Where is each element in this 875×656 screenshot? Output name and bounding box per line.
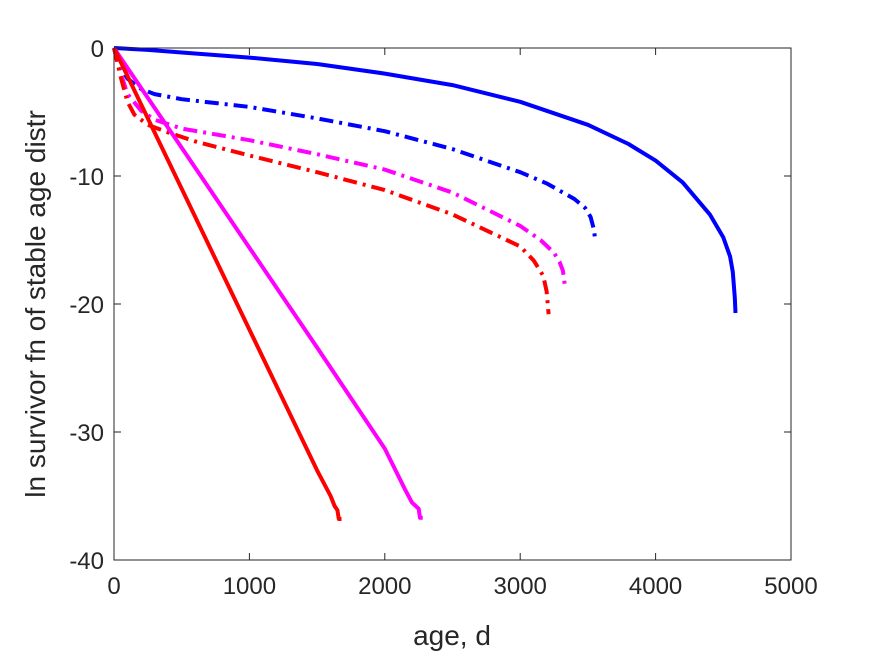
x-tick-label: 0	[107, 573, 120, 600]
x-axis-label: age, d	[413, 620, 491, 651]
x-tick-label: 5000	[764, 573, 817, 600]
x-tick-label: 3000	[494, 573, 547, 600]
series-line-3	[112, 47, 567, 287]
y-tick-label: -20	[69, 292, 104, 319]
y-tick-label: -10	[69, 164, 104, 191]
y-tick-label: -40	[69, 548, 104, 575]
series-line-1	[113, 46, 738, 314]
series-line-2	[112, 47, 598, 242]
x-tick-label: 4000	[629, 573, 682, 600]
x-tick-label: 2000	[358, 573, 411, 600]
axes-layer: 0 1000 2000 3000 4000 5000 -40 -30 -20 -10 0	[69, 36, 817, 600]
series-line-4	[112, 47, 551, 315]
plot-area	[114, 48, 791, 560]
y-tick-label: -30	[69, 420, 104, 447]
series-layer	[112, 46, 738, 521]
y-tick-label: 0	[91, 36, 104, 63]
series-line-6	[112, 47, 342, 521]
series-line-5	[112, 46, 423, 520]
x-tick-label: 1000	[223, 573, 276, 600]
y-axis-label: ln survivor fn of stable age distr	[20, 110, 51, 498]
plot-background	[114, 48, 791, 560]
